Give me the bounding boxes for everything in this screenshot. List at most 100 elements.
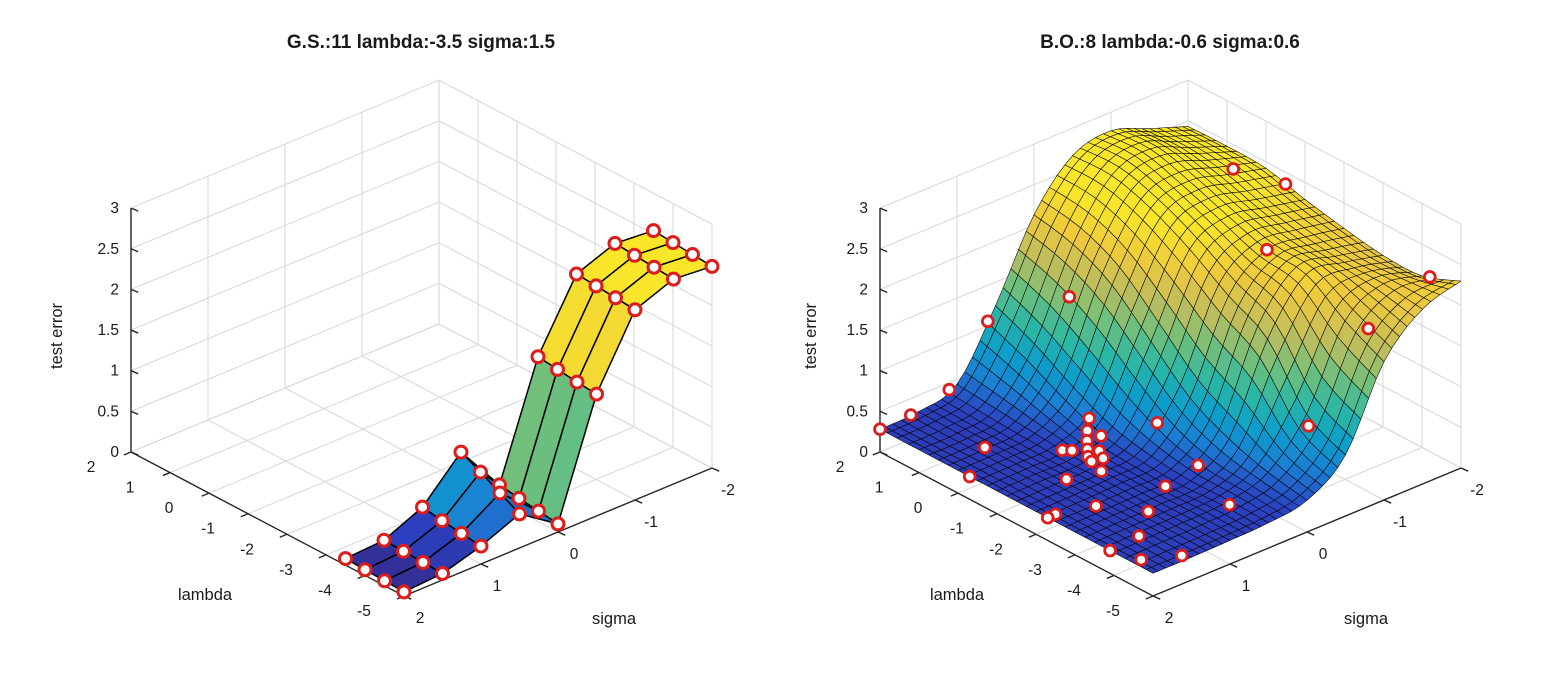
sample-point-marker <box>665 235 681 251</box>
sample-point-marker <box>1226 162 1240 176</box>
gs-z-axis-label: test error <box>48 302 66 369</box>
sample-point-marker <box>435 566 450 581</box>
bo-axes: 2 1 0 -1 -2 -3 -4 -5 2 1 0 -1 -2 0 0.5 1 1.5 2 2.5 3 <box>836 200 1484 627</box>
sample-point-marker <box>1301 419 1316 433</box>
tick-label: 2 <box>416 610 425 627</box>
sample-point-marker <box>473 538 489 554</box>
tick-label: 1.5 <box>97 322 119 339</box>
sample-point-marker <box>511 490 527 506</box>
tick-label: 0 <box>570 546 579 563</box>
sample-point-marker <box>1059 472 1074 487</box>
sample-point-marker <box>607 235 623 251</box>
tick-label: 3 <box>859 200 868 217</box>
sample-point-marker <box>396 543 411 559</box>
tick-label: 0 <box>165 500 174 517</box>
tick-label: 0 <box>859 444 868 461</box>
bo-sigma-axis-label: sigma <box>1344 610 1389 628</box>
tick-label: -1 <box>644 514 658 531</box>
sample-point-marker <box>492 485 508 501</box>
tick-label: -2 <box>240 541 254 558</box>
sample-point-marker <box>666 271 681 287</box>
sample-point-marker <box>1094 464 1109 479</box>
sample-point-marker <box>550 361 565 377</box>
sample-point-marker <box>685 247 700 262</box>
gs-surface-mesh <box>344 229 713 593</box>
sample-point-marker <box>903 408 918 422</box>
sample-point-marker <box>1065 443 1079 458</box>
tick-label: -4 <box>318 582 332 599</box>
sample-point-marker <box>1361 321 1376 336</box>
sample-point-marker <box>1191 458 1205 473</box>
sample-point-marker <box>1423 270 1437 284</box>
sample-point-marker <box>415 499 430 515</box>
tick-label: -1 <box>950 521 964 538</box>
tick-label: 1 <box>126 480 135 497</box>
tick-label: -1 <box>1393 514 1407 531</box>
sample-point-marker <box>627 247 642 263</box>
tick-label: -3 <box>279 562 293 579</box>
tick-label: 1.5 <box>846 322 868 339</box>
sample-point-marker <box>569 266 584 282</box>
tick-label: 1 <box>859 363 868 380</box>
tick-label: 2 <box>836 459 845 476</box>
sample-point-marker <box>1132 529 1146 543</box>
sample-point-marker <box>512 506 527 522</box>
tick-label: 0.5 <box>97 403 119 420</box>
tick-label: 0 <box>1319 546 1328 563</box>
bo-surface-mesh <box>879 126 1462 574</box>
gs-sigma-axis-label: sigma <box>592 610 637 628</box>
sample-point-marker <box>1082 411 1096 426</box>
sample-point-marker <box>434 513 450 529</box>
gs-plot: 2 1 0 -1 -2 -3 -4 -5 2 1 0 -1 -2 0 0.5 1 1.5 2 2.5 3 <box>87 79 735 627</box>
bo-z-axis-label: test error <box>802 302 820 369</box>
tick-label: -5 <box>357 603 371 620</box>
tick-label: 2 <box>859 281 868 298</box>
sample-point-marker <box>1103 543 1117 558</box>
sample-point-marker <box>608 290 623 306</box>
sample-point-marker <box>1096 451 1110 466</box>
sample-point-marker <box>1222 497 1237 512</box>
sample-point-marker <box>942 382 957 397</box>
tick-label: 0.5 <box>846 403 868 420</box>
sample-point-marker <box>1094 429 1108 443</box>
bo-sample-markers <box>873 162 1437 567</box>
tick-label: -2 <box>1470 482 1484 499</box>
tick-label: 1 <box>875 480 884 497</box>
tick-label: 2 <box>110 281 119 298</box>
sample-point-marker <box>980 314 995 329</box>
sample-point-marker <box>1062 289 1077 304</box>
sample-point-marker <box>962 469 977 484</box>
sample-point-marker <box>473 464 488 480</box>
bo-lambda-axis-label: lambda <box>930 586 985 604</box>
tick-label: 2.5 <box>97 241 119 258</box>
tick-label: -4 <box>1067 582 1081 599</box>
gs-plot-title: G.S.:11 lambda:-3.5 sigma:1.5 <box>287 32 556 53</box>
tick-label: 2 <box>87 459 96 476</box>
tick-label: 1 <box>110 363 119 380</box>
tick-label: 0 <box>914 500 923 517</box>
sample-point-marker <box>588 278 604 294</box>
gs-sample-markers <box>338 223 720 600</box>
sample-point-marker <box>627 302 643 318</box>
tick-label: -1 <box>201 521 215 538</box>
sample-point-marker <box>873 422 887 437</box>
sample-point-marker <box>1260 242 1274 257</box>
tick-label: 1 <box>493 578 502 595</box>
sample-point-marker <box>1175 548 1189 563</box>
sample-point-marker <box>1040 510 1055 525</box>
sample-point-marker <box>454 525 469 541</box>
bo-plot-title: B.O.:8 lambda:-0.6 sigma:0.6 <box>1040 32 1300 53</box>
sample-point-marker <box>1278 177 1293 191</box>
sample-point-marker <box>704 258 720 274</box>
sample-point-marker <box>1084 454 1099 469</box>
sample-point-marker <box>415 554 431 570</box>
bo-plot: 2 1 0 -1 -2 -3 -4 -5 2 1 0 -1 -2 0 0.5 1 1.5 2 2.5 3 <box>836 79 1484 627</box>
sample-point-marker <box>1134 552 1148 567</box>
gs-axes: 2 1 0 -1 -2 -3 -4 -5 2 1 0 -1 -2 0 0.5 1 1.5 2 2.5 3 <box>87 200 735 627</box>
sample-point-marker <box>977 440 992 455</box>
sample-point-marker <box>338 551 353 567</box>
sample-point-marker <box>531 503 546 519</box>
sample-point-marker <box>1089 499 1103 513</box>
